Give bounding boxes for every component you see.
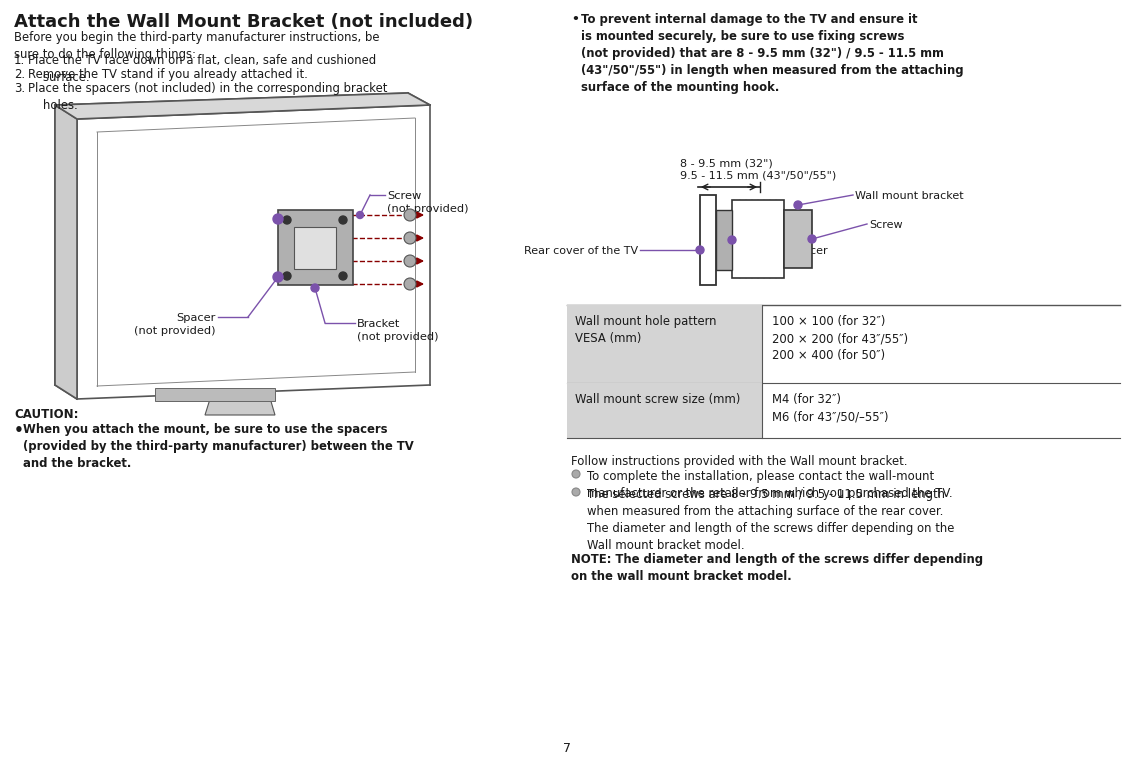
Text: 9.5 - 11.5 mm (43"/50"/55"): 9.5 - 11.5 mm (43"/50"/55") — [680, 170, 836, 180]
Text: Place the TV face down on a flat, clean, safe and cushioned
    surface.: Place the TV face down on a flat, clean,… — [28, 54, 376, 84]
Circle shape — [339, 272, 347, 280]
Circle shape — [273, 214, 284, 224]
Text: Before you begin the third-party manufacturer instructions, be
sure to do the fo: Before you begin the third-party manufac… — [14, 31, 380, 61]
Circle shape — [696, 246, 704, 254]
Circle shape — [809, 235, 816, 243]
Text: 1.: 1. — [14, 54, 25, 67]
Text: 8 - 9.5 mm (32"): 8 - 9.5 mm (32") — [680, 158, 772, 168]
Bar — [700, 195, 716, 285]
Bar — [733, 200, 784, 278]
Circle shape — [794, 201, 802, 209]
Text: To complete the installation, please contact the wall-mount
manufacturer or the : To complete the installation, please con… — [587, 470, 953, 500]
Text: To prevent internal damage to the TV and ensure it
is mounted securely, be sure : To prevent internal damage to the TV and… — [581, 13, 964, 94]
Text: M4 (for 32″)
M6 (for 43″/50/–55″): M4 (for 32″) M6 (for 43″/50/–55″) — [772, 393, 889, 423]
Circle shape — [339, 216, 347, 224]
Text: Screw: Screw — [869, 220, 903, 230]
Circle shape — [404, 232, 416, 244]
Circle shape — [404, 255, 416, 267]
Text: Place the spacers (not included) in the corresponding bracket
    holes.: Place the spacers (not included) in the … — [28, 82, 388, 112]
Bar — [567, 305, 762, 383]
Text: Wall mount screw size (mm): Wall mount screw size (mm) — [575, 393, 741, 406]
Circle shape — [572, 470, 579, 478]
Text: Wall mount bracket: Wall mount bracket — [855, 191, 964, 201]
Text: Follow instructions provided with the Wall mount bracket.: Follow instructions provided with the Wa… — [572, 455, 907, 468]
Text: Screw
(not provided): Screw (not provided) — [387, 191, 468, 215]
Text: Attach the Wall Mount Bracket (not included): Attach the Wall Mount Bracket (not inclu… — [14, 13, 473, 31]
Bar — [716, 210, 733, 270]
Circle shape — [572, 488, 579, 496]
Text: The selected screws are 8 - 9.5 mm / 9.5 - 11.5 mm in length
when measured from : The selected screws are 8 - 9.5 mm / 9.5… — [587, 488, 955, 552]
Text: Bracket
(not provided): Bracket (not provided) — [357, 319, 439, 342]
Bar — [278, 210, 353, 285]
Circle shape — [356, 211, 364, 218]
Text: Spacer: Spacer — [789, 246, 828, 256]
Polygon shape — [56, 105, 77, 399]
Text: CAUTION:: CAUTION: — [14, 408, 78, 421]
Text: NOTE: The diameter and length of the screws differ depending
on the wall mount b: NOTE: The diameter and length of the scr… — [572, 553, 983, 583]
Polygon shape — [56, 93, 430, 119]
Circle shape — [311, 284, 319, 292]
Text: When you attach the mount, be sure to use the spacers
(provided by the third-par: When you attach the mount, be sure to us… — [23, 423, 414, 470]
Text: 2.: 2. — [14, 68, 25, 81]
Circle shape — [284, 272, 291, 280]
Text: Wall mount hole pattern
VESA (mm): Wall mount hole pattern VESA (mm) — [575, 315, 717, 345]
Text: Rear cover of the TV: Rear cover of the TV — [524, 246, 638, 256]
Text: 7: 7 — [562, 742, 572, 755]
Circle shape — [728, 236, 736, 244]
Circle shape — [404, 209, 416, 221]
Bar — [294, 227, 336, 269]
Text: Spacer
(not provided): Spacer (not provided) — [135, 313, 215, 337]
Text: 100 × 100 (for 32″)
200 × 200 (for 43″/55″)
200 × 400 (for 50″): 100 × 100 (for 32″) 200 × 200 (for 43″/5… — [772, 315, 908, 362]
Circle shape — [404, 278, 416, 290]
Text: •: • — [572, 13, 578, 26]
Text: •: • — [14, 423, 24, 438]
Bar — [567, 383, 762, 438]
Bar — [784, 210, 812, 268]
Circle shape — [284, 216, 291, 224]
Text: Remove the TV stand if you already attached it.: Remove the TV stand if you already attac… — [28, 68, 307, 81]
Circle shape — [273, 272, 284, 282]
Text: 3.: 3. — [14, 82, 25, 95]
Polygon shape — [205, 398, 276, 415]
Bar — [155, 388, 276, 401]
